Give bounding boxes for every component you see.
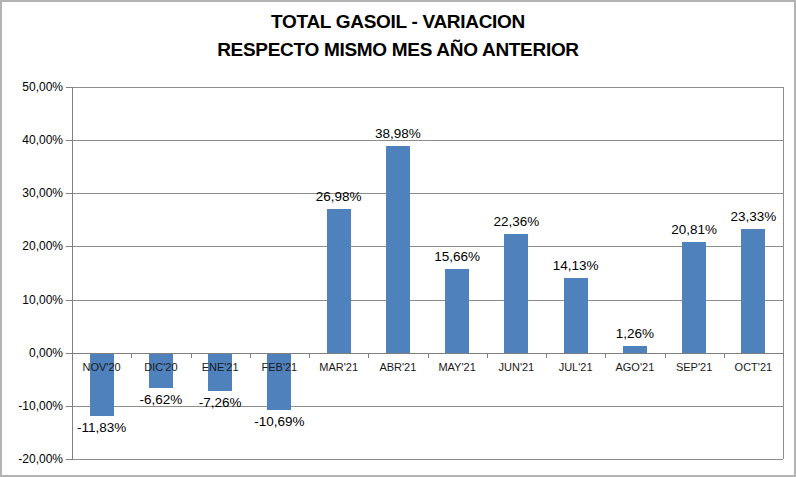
x-axis-label: AGO'21 — [605, 361, 664, 373]
x-axis-label: JUN'21 — [487, 361, 546, 373]
bar — [741, 229, 765, 353]
gridline — [72, 87, 783, 88]
chart: TOTAL GASOIL - VARIACION RESPECTO MISMO … — [0, 0, 796, 477]
value-label: 23,33% — [708, 209, 796, 224]
bar — [682, 242, 706, 353]
bar — [445, 269, 469, 352]
y-axis-label: -10,00% — [0, 399, 63, 413]
gridline — [72, 459, 783, 460]
x-axis-tick — [605, 353, 606, 358]
plot-area: 50,00%40,00%30,00%20,00%10,00%0,00%-10,0… — [72, 87, 783, 459]
gridline — [72, 246, 783, 247]
y-axis-label: 40,00% — [0, 133, 63, 147]
gridline — [72, 193, 783, 194]
chart-title-line1: TOTAL GASOIL - VARIACION — [2, 8, 794, 36]
x-axis-tick — [131, 353, 132, 358]
value-label: -11,83% — [57, 420, 147, 435]
value-label: -10,69% — [234, 414, 324, 429]
chart-title-line2: RESPECTO MISMO MES AÑO ANTERIOR — [2, 36, 794, 64]
bar — [623, 346, 647, 353]
bar — [386, 146, 410, 353]
x-axis-tick — [368, 353, 369, 358]
x-axis-label: ABR'21 — [368, 361, 427, 373]
bar — [504, 234, 528, 353]
x-axis-label: JUL'21 — [546, 361, 605, 373]
x-axis-label: ENE'21 — [191, 361, 250, 373]
plot-right-border — [783, 87, 784, 459]
value-label: 15,66% — [412, 249, 502, 264]
x-axis-tick — [428, 353, 429, 358]
y-axis-label: 30,00% — [0, 186, 63, 200]
value-label: 22,36% — [471, 214, 561, 229]
value-label: 1,26% — [590, 326, 680, 341]
x-axis-tick — [309, 353, 310, 358]
x-axis-label: FEB'21 — [250, 361, 309, 373]
x-axis-tick — [546, 353, 547, 358]
gridline — [72, 300, 783, 301]
y-axis-label: 0,00% — [0, 346, 63, 360]
y-axis-tick — [66, 459, 72, 460]
x-axis-tick — [250, 353, 251, 358]
y-axis-label: 50,00% — [0, 80, 63, 94]
value-label: 26,98% — [294, 189, 384, 204]
bar — [327, 209, 351, 352]
x-axis-label: MAR'21 — [309, 361, 368, 373]
x-axis-tick — [191, 353, 192, 358]
value-label: 38,98% — [353, 126, 443, 141]
x-axis-tick — [783, 353, 784, 358]
chart-title: TOTAL GASOIL - VARIACION RESPECTO MISMO … — [2, 8, 794, 64]
bar — [564, 278, 588, 353]
x-axis-tick — [665, 353, 666, 358]
x-axis-label: MAY'21 — [428, 361, 487, 373]
x-axis-tick — [72, 353, 73, 358]
x-axis-label: SEP'21 — [665, 361, 724, 373]
y-axis-label: -20,00% — [0, 452, 63, 466]
value-label: 14,13% — [531, 258, 621, 273]
x-axis-label: DIC'20 — [131, 361, 190, 373]
value-label: -7,26% — [175, 395, 265, 410]
x-axis-tick — [487, 353, 488, 358]
x-axis-label: NOV'20 — [72, 361, 131, 373]
y-axis-label: 20,00% — [0, 239, 63, 253]
x-axis-label: OCT'21 — [724, 361, 783, 373]
y-axis-label: 10,00% — [0, 293, 63, 307]
value-label: 20,81% — [649, 222, 739, 237]
x-axis-tick — [724, 353, 725, 358]
y-axis-line — [72, 87, 73, 459]
